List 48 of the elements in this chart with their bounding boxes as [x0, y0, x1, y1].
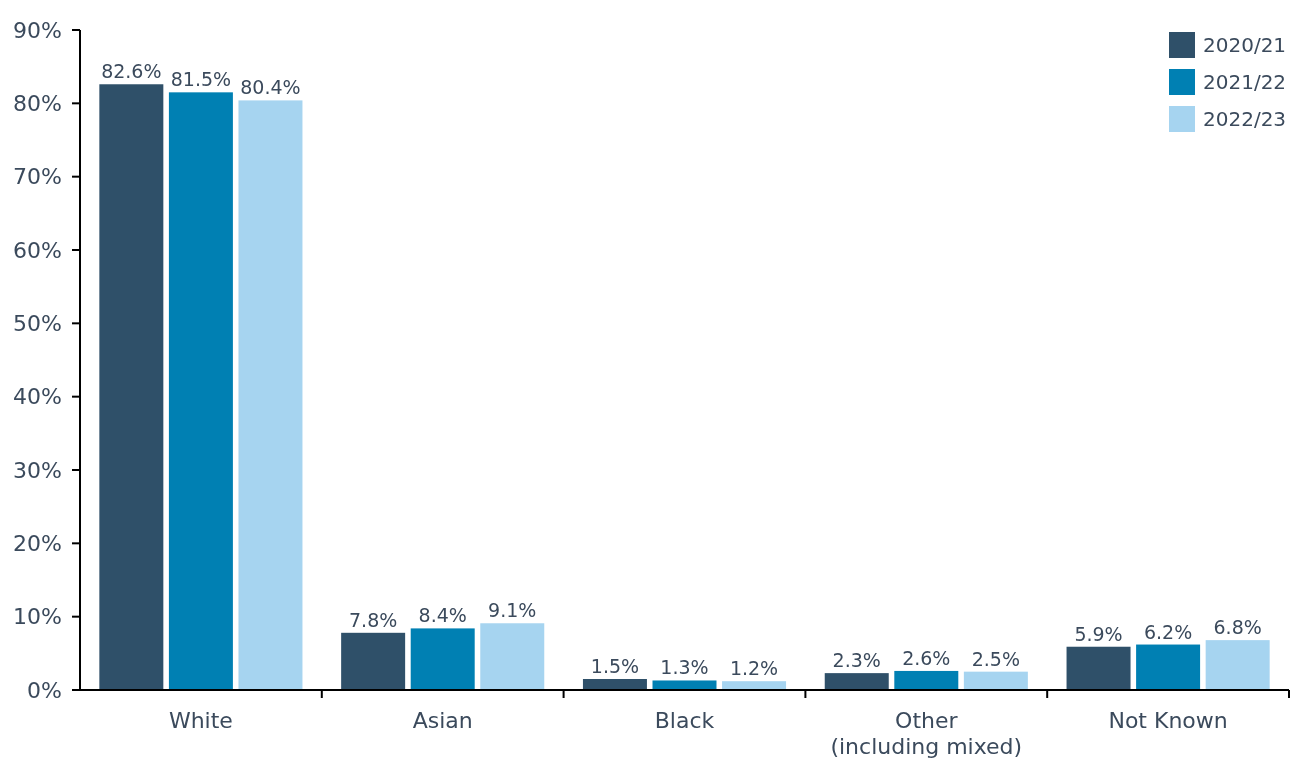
bar: [410, 628, 475, 690]
bar: [238, 100, 303, 690]
data-label: 2.5%: [971, 647, 1020, 670]
y-tick-label: 30%: [13, 457, 62, 483]
bar: [341, 632, 406, 690]
y-tick-label: 80%: [13, 91, 62, 117]
legend-label: 2021/22: [1203, 70, 1287, 94]
data-label: 6.2%: [1143, 620, 1193, 643]
y-tick-label: 0%: [27, 677, 62, 703]
y-tick-label: 90%: [13, 17, 62, 43]
bar: [168, 92, 233, 690]
data-label: 2.6%: [902, 646, 951, 669]
bar: [722, 681, 787, 690]
data-label: 7.8%: [349, 608, 398, 631]
x-tick-label: Asian: [412, 708, 473, 733]
data-label: 1.3%: [660, 656, 709, 679]
data-label: 9.1%: [488, 599, 537, 622]
data-label: 80.4%: [240, 76, 301, 99]
data-label: 82.6%: [101, 60, 162, 83]
bar: [652, 680, 717, 690]
y-tick-label: 50%: [13, 311, 62, 337]
data-label: 1.2%: [729, 657, 779, 680]
y-tick-label: 10%: [13, 604, 62, 630]
data-label: 1.5%: [590, 655, 640, 677]
bar: [99, 84, 164, 690]
y-tick-label: 70%: [13, 164, 62, 190]
bar: [1136, 644, 1201, 690]
data-label: 2.3%: [832, 649, 881, 672]
legend-label: 2022/23: [1203, 107, 1287, 131]
bar: [480, 623, 545, 690]
bar: [1066, 646, 1131, 690]
bar: [963, 671, 1028, 690]
data-label: 5.9%: [1074, 622, 1123, 645]
bar: [824, 673, 889, 690]
legend-label: 2020/21: [1203, 33, 1287, 57]
data-label: 8.4%: [418, 604, 467, 627]
bar: [894, 670, 959, 690]
x-tick-label: Other (including mixed): [830, 708, 1023, 759]
x-tick-label: Not Known: [1108, 708, 1228, 733]
data-label: 6.8%: [1213, 616, 1262, 639]
y-tick-label: 60%: [13, 237, 62, 263]
y-tick-label: 20%: [13, 531, 62, 557]
bar: [1205, 640, 1270, 690]
bar: [582, 679, 647, 690]
x-tick-label: White: [168, 708, 233, 733]
y-tick-label: 40%: [13, 384, 62, 410]
x-tick-label: Black: [654, 708, 715, 733]
data-label: 81.5%: [170, 68, 232, 91]
